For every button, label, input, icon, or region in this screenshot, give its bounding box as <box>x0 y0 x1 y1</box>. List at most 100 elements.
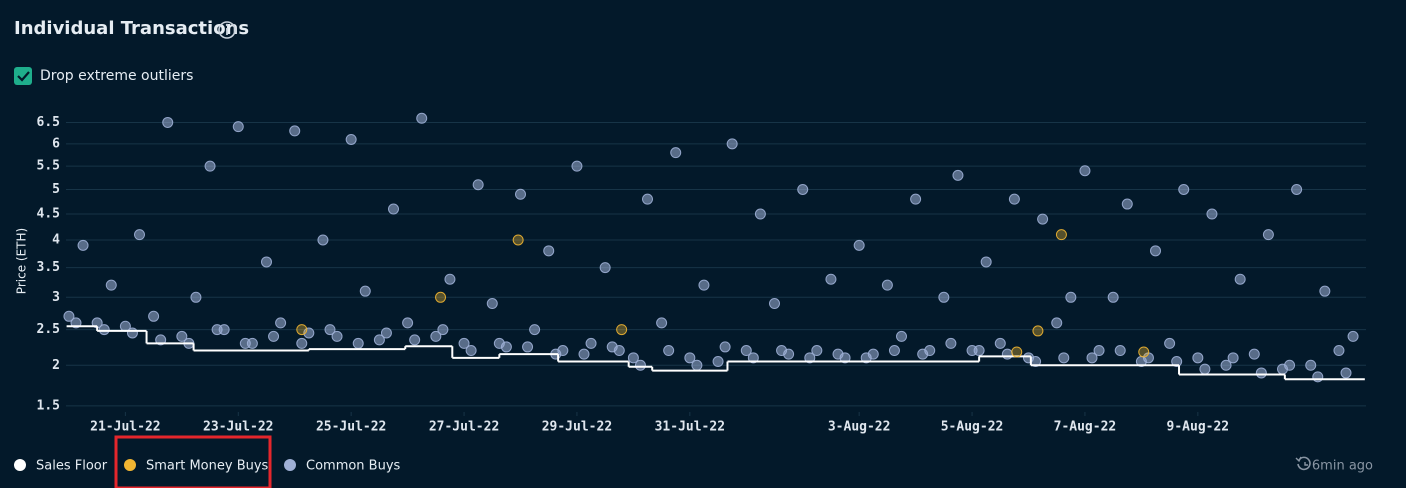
x-tick-label: 23-Jul-22 <box>203 420 273 435</box>
x-tick-label: 9-Aug-22 <box>1167 420 1230 435</box>
point <box>435 291 447 303</box>
point <box>924 345 936 357</box>
legend-label: Common Buys <box>306 459 401 474</box>
point <box>352 337 364 349</box>
x-tick-label: 29-Jul-22 <box>542 420 612 435</box>
point <box>825 273 837 285</box>
point <box>994 337 1006 349</box>
point <box>691 359 703 371</box>
point <box>260 256 272 268</box>
point <box>1262 229 1274 241</box>
y-tick-label: 2 <box>52 358 60 373</box>
point <box>1192 352 1204 364</box>
point <box>176 330 188 342</box>
point <box>465 345 477 357</box>
point <box>1138 346 1150 358</box>
point <box>155 334 167 346</box>
point <box>190 291 202 303</box>
point <box>1058 352 1070 364</box>
point <box>888 345 900 357</box>
point <box>719 341 731 353</box>
point <box>63 310 75 322</box>
point <box>359 285 371 297</box>
point <box>324 324 336 336</box>
legend-swatch <box>14 459 26 471</box>
point <box>747 352 759 364</box>
point <box>331 330 343 342</box>
point <box>296 324 308 336</box>
point <box>627 352 639 364</box>
point <box>543 245 555 257</box>
point <box>740 345 752 357</box>
point <box>472 179 484 191</box>
outlier-checkbox[interactable] <box>14 67 32 85</box>
point <box>204 160 216 172</box>
point <box>1347 330 1359 342</box>
point <box>938 291 950 303</box>
point <box>585 337 597 349</box>
point <box>458 337 470 349</box>
y-tick-label: 5.5 <box>37 159 60 174</box>
x-tick-label: 3-Aug-22 <box>828 420 891 435</box>
point <box>726 138 738 150</box>
point <box>642 193 654 205</box>
point <box>529 324 541 336</box>
checkbox-label[interactable]: Drop extreme outliers <box>40 68 193 84</box>
point <box>980 256 992 268</box>
point <box>1114 345 1126 357</box>
point <box>246 337 258 349</box>
point <box>1011 346 1023 358</box>
points-2 <box>63 112 1359 383</box>
point <box>663 345 675 357</box>
point <box>218 324 230 336</box>
point <box>1086 352 1098 364</box>
points-1 <box>296 229 1150 358</box>
point <box>232 121 244 133</box>
point <box>839 352 851 364</box>
point <box>289 125 301 137</box>
x-tick-label: 5-Aug-22 <box>941 420 1004 435</box>
point <box>1121 198 1133 210</box>
point <box>1312 371 1324 383</box>
point <box>1234 273 1246 285</box>
point <box>77 239 89 251</box>
point <box>1171 356 1183 368</box>
point <box>599 262 611 274</box>
point <box>402 317 414 329</box>
point <box>881 279 893 291</box>
point <box>1255 367 1267 379</box>
point <box>867 348 879 360</box>
point <box>1055 229 1067 241</box>
point <box>1319 285 1331 297</box>
point <box>670 147 682 159</box>
point <box>910 193 922 205</box>
point <box>486 298 498 310</box>
point <box>105 279 117 291</box>
point <box>387 203 399 215</box>
point <box>896 330 908 342</box>
y-tick-label: 2.5 <box>37 322 60 337</box>
point <box>853 239 865 251</box>
point <box>296 337 308 349</box>
legend-label: Sales Floor <box>36 459 108 474</box>
point <box>811 345 823 357</box>
point <box>1199 363 1211 375</box>
point <box>380 327 392 339</box>
point <box>1333 345 1345 357</box>
point <box>634 359 646 371</box>
y-axis-label: Price (ETH) <box>15 228 29 294</box>
point <box>275 317 287 329</box>
point <box>1032 325 1044 337</box>
point <box>430 330 442 342</box>
info-icon[interactable] <box>218 21 236 39</box>
point <box>712 356 724 368</box>
point <box>345 133 357 145</box>
point <box>1008 193 1020 205</box>
point <box>1001 348 1013 360</box>
point <box>783 348 795 360</box>
point <box>613 345 625 357</box>
point <box>656 317 668 329</box>
legend-label: Smart Money Buys <box>146 459 269 474</box>
